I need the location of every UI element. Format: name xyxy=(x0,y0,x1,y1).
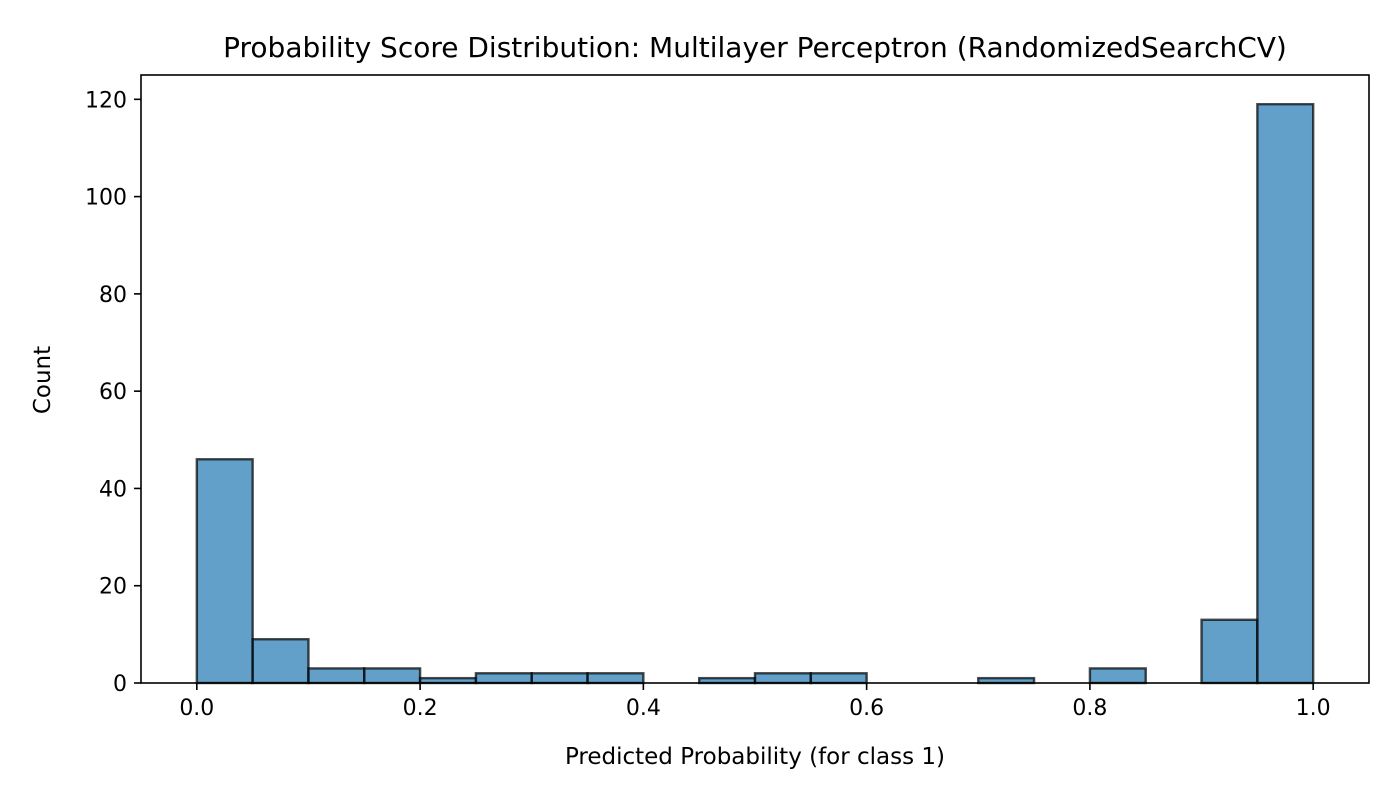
y-tick-label: 20 xyxy=(99,575,127,600)
y-axis-label: Count xyxy=(30,346,56,414)
y-tick-label: 100 xyxy=(85,186,127,211)
histogram-bar xyxy=(251,638,310,685)
x-axis-label: Predicted Probability (for class 1) xyxy=(565,744,945,770)
histogram-bar xyxy=(195,458,254,685)
histogram-bar xyxy=(753,672,813,685)
x-tick-label: 0.2 xyxy=(403,696,438,721)
x-tick-label: 0.4 xyxy=(626,696,661,721)
histogram-bar xyxy=(586,672,645,685)
chart-title: Probability Score Distribution: Multilay… xyxy=(223,31,1287,64)
bars-layer xyxy=(195,102,1315,685)
histogram-bar xyxy=(363,667,422,685)
histogram-bar xyxy=(1088,667,1147,685)
x-tick-label: 0.0 xyxy=(179,696,214,721)
plot-frame xyxy=(140,74,1370,684)
y-tick-label: 60 xyxy=(99,380,127,405)
y-tick-label: 0 xyxy=(113,672,127,697)
x-tick-label: 1.0 xyxy=(1296,696,1331,721)
x-tick-label: 0.8 xyxy=(1072,696,1107,721)
histogram-bar xyxy=(1256,102,1315,685)
histogram-bar xyxy=(307,667,366,685)
histogram-bar xyxy=(530,672,589,685)
histogram-bar xyxy=(809,672,868,685)
x-tick-label: 0.6 xyxy=(849,696,884,721)
histogram-bar xyxy=(1200,618,1259,685)
y-tick-label: 40 xyxy=(99,477,127,502)
x-axis-ticks: 0.0 0.2 0.4 0.6 0.8 1.0 xyxy=(179,683,1331,721)
y-tick-label: 120 xyxy=(85,88,127,113)
y-tick-label: 80 xyxy=(99,283,127,308)
histogram-bar xyxy=(474,672,533,685)
y-axis-ticks: 0 20 40 60 80 100 120 xyxy=(85,88,141,697)
